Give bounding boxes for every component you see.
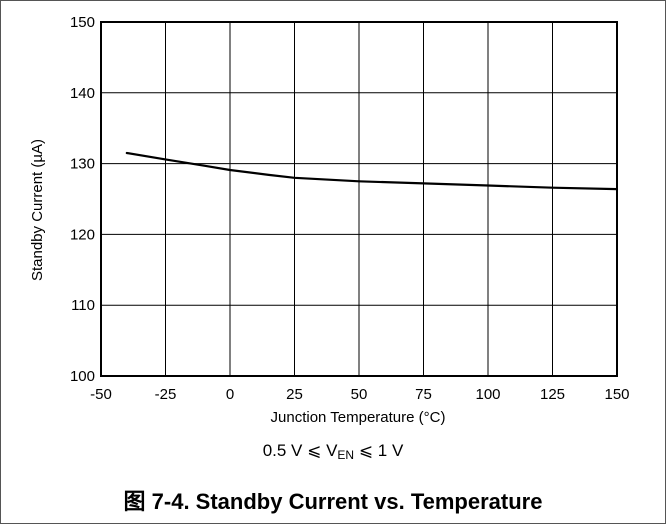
y-tick-label: 150: [70, 14, 95, 31]
series: [125, 151, 619, 191]
y-tick-label: 130: [70, 156, 95, 173]
tick-labels: -50 -25 0 25 50 75 100 125 150 100 110 120 130 140 150: [70, 14, 630, 403]
y-tick-label: 100: [70, 368, 95, 385]
x-tick-label: 125: [540, 386, 565, 403]
x-tick-label: -25: [155, 386, 177, 403]
x-tick-label: 100: [475, 386, 500, 403]
y-tick-label: 120: [70, 226, 95, 243]
condition-caption: 0.5 V ⩽ VEN ⩽ 1 V: [0, 441, 666, 462]
series-line: [125, 151, 619, 191]
x-tick-label: 25: [286, 386, 303, 403]
x-tick-label: 50: [351, 386, 368, 403]
condition-prefix: 0.5 V ⩽ V: [262, 441, 338, 460]
figure-caption: 图 7-4. Standby Current vs. Temperature: [123, 489, 543, 514]
x-tick-label: 150: [604, 386, 629, 403]
condition-subscript: EN: [337, 448, 355, 462]
y-tick-label: 140: [70, 85, 95, 102]
x-tick-label: 0: [226, 386, 234, 403]
condition-suffix: ⩽ 1 V: [354, 441, 404, 460]
x-axis-label: Junction Temperature (°C): [271, 409, 446, 426]
plot-area-border: [100, 21, 618, 377]
grid: [100, 21, 618, 377]
y-tick-label: 110: [71, 297, 95, 314]
y-axis-label: Standby Current (µA): [29, 139, 46, 281]
x-tick-label: 75: [415, 386, 432, 403]
x-tick-label: -50: [90, 386, 112, 403]
